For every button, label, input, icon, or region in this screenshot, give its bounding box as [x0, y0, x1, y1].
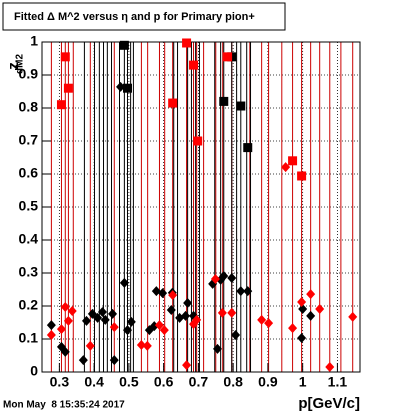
point: [217, 307, 227, 318]
point: [46, 330, 56, 341]
point: [315, 303, 325, 314]
x-tick-label: 1.1: [328, 374, 348, 390]
point: [219, 270, 229, 281]
point: [223, 52, 233, 62]
point: [93, 312, 103, 323]
point: [109, 355, 119, 366]
point: [192, 314, 202, 325]
y-tick-label: 0.3: [19, 264, 39, 280]
point: [116, 81, 126, 92]
point: [60, 52, 70, 62]
point: [297, 333, 307, 344]
point: [257, 314, 267, 325]
point: [181, 310, 191, 321]
point: [159, 325, 169, 336]
y-tick-label: 0: [30, 363, 38, 379]
point: [297, 297, 307, 308]
x-tick-label: 1: [299, 374, 307, 390]
point: [119, 40, 129, 50]
y-tick-label: 0.4: [19, 231, 39, 247]
point: [182, 38, 192, 48]
x-tick-label: 0.5: [119, 374, 139, 390]
point: [108, 308, 118, 319]
y-tick-label: 0.2: [19, 297, 39, 313]
point: [306, 310, 316, 321]
y-tick-label: 0.9: [19, 66, 39, 82]
point: [236, 101, 246, 111]
point: [136, 339, 146, 350]
point: [243, 143, 253, 153]
point: [298, 303, 308, 314]
point: [236, 286, 246, 297]
x-tick-label: 0.6: [154, 374, 174, 390]
x-tick-label: 0.7: [189, 374, 209, 390]
timestamp: Mon May 8 15:35:24 2017: [3, 400, 125, 411]
point: [97, 306, 107, 317]
point: [227, 307, 237, 318]
y-axis-label: z: [5, 62, 22, 70]
point: [189, 60, 199, 70]
point: [227, 272, 237, 283]
point: [67, 305, 77, 316]
point: [243, 286, 253, 297]
point: [193, 136, 203, 146]
point: [81, 315, 91, 326]
y-tick-label: 1: [30, 33, 38, 49]
point: [168, 98, 178, 108]
point: [288, 323, 298, 334]
point: [109, 322, 119, 333]
point: [122, 83, 132, 93]
point: [166, 304, 176, 315]
y-tick-label: 0.5: [19, 198, 39, 214]
point: [56, 324, 66, 335]
point: [142, 340, 152, 351]
point: [60, 301, 70, 312]
point: [100, 314, 110, 325]
x-tick-label: 0.9: [258, 374, 278, 390]
y-tick-label: 0.6: [19, 165, 39, 181]
chart-title: Fitted Δ M^2 versus η and p for Primary …: [14, 11, 255, 23]
x-tick-label: 0.8: [223, 374, 243, 390]
y-tick-label: 0.1: [19, 330, 39, 346]
title-box: [2, 2, 286, 31]
point: [183, 298, 193, 309]
y-tick-label: 0.7: [19, 132, 39, 148]
x-tick-label: 0.3: [50, 374, 70, 390]
point: [122, 325, 132, 336]
point: [78, 355, 88, 366]
point: [154, 320, 164, 331]
x-tick-label: 0.4: [84, 374, 104, 390]
point: [219, 96, 229, 106]
point: [297, 171, 307, 181]
point: [46, 320, 56, 331]
point: [306, 289, 316, 300]
point: [119, 277, 129, 288]
point: [264, 318, 274, 329]
point: [210, 273, 220, 284]
y-axis-label-sub: dM2: [15, 54, 26, 74]
point: [158, 288, 168, 299]
point: [63, 315, 73, 326]
point: [56, 100, 66, 110]
point: [348, 311, 358, 322]
point: [288, 156, 298, 166]
point: [126, 316, 136, 327]
point: [63, 83, 73, 93]
x-axis-label: p[GeV/c]: [298, 395, 360, 412]
point: [213, 343, 223, 354]
point: [231, 330, 241, 341]
y-tick-label: 0.8: [19, 99, 39, 115]
point: [182, 360, 192, 371]
point: [281, 162, 291, 173]
point: [60, 346, 70, 357]
point: [168, 290, 178, 301]
point: [85, 340, 95, 351]
point: [325, 362, 335, 373]
